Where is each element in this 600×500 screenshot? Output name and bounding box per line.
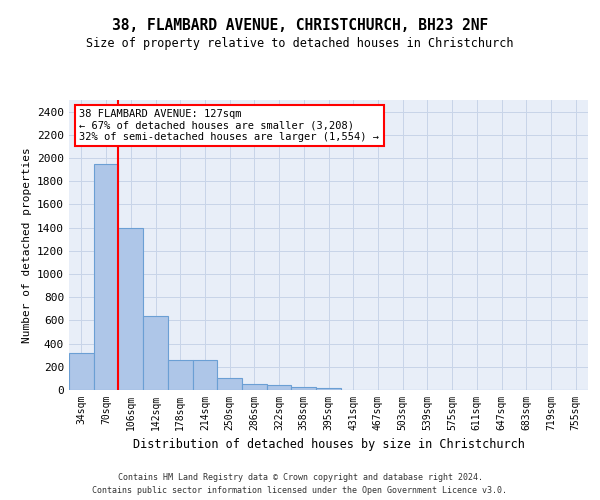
Bar	[267, 386, 292, 390]
Bar	[168, 360, 193, 390]
Bar	[69, 353, 94, 390]
Y-axis label: Number of detached properties: Number of detached properties	[22, 147, 32, 343]
Bar	[94, 164, 118, 390]
Text: Contains public sector information licensed under the Open Government Licence v3: Contains public sector information licen…	[92, 486, 508, 495]
Bar	[118, 228, 143, 390]
Text: Contains HM Land Registry data © Crown copyright and database right 2024.: Contains HM Land Registry data © Crown c…	[118, 472, 482, 482]
X-axis label: Distribution of detached houses by size in Christchurch: Distribution of detached houses by size …	[133, 438, 524, 452]
Bar	[316, 388, 341, 390]
Text: 38 FLAMBARD AVENUE: 127sqm
← 67% of detached houses are smaller (3,208)
32% of s: 38 FLAMBARD AVENUE: 127sqm ← 67% of deta…	[79, 108, 379, 142]
Bar	[217, 378, 242, 390]
Text: Size of property relative to detached houses in Christchurch: Size of property relative to detached ho…	[86, 38, 514, 51]
Bar	[143, 316, 168, 390]
Bar	[242, 384, 267, 390]
Text: 38, FLAMBARD AVENUE, CHRISTCHURCH, BH23 2NF: 38, FLAMBARD AVENUE, CHRISTCHURCH, BH23 …	[112, 18, 488, 32]
Bar	[292, 386, 316, 390]
Bar	[193, 360, 217, 390]
